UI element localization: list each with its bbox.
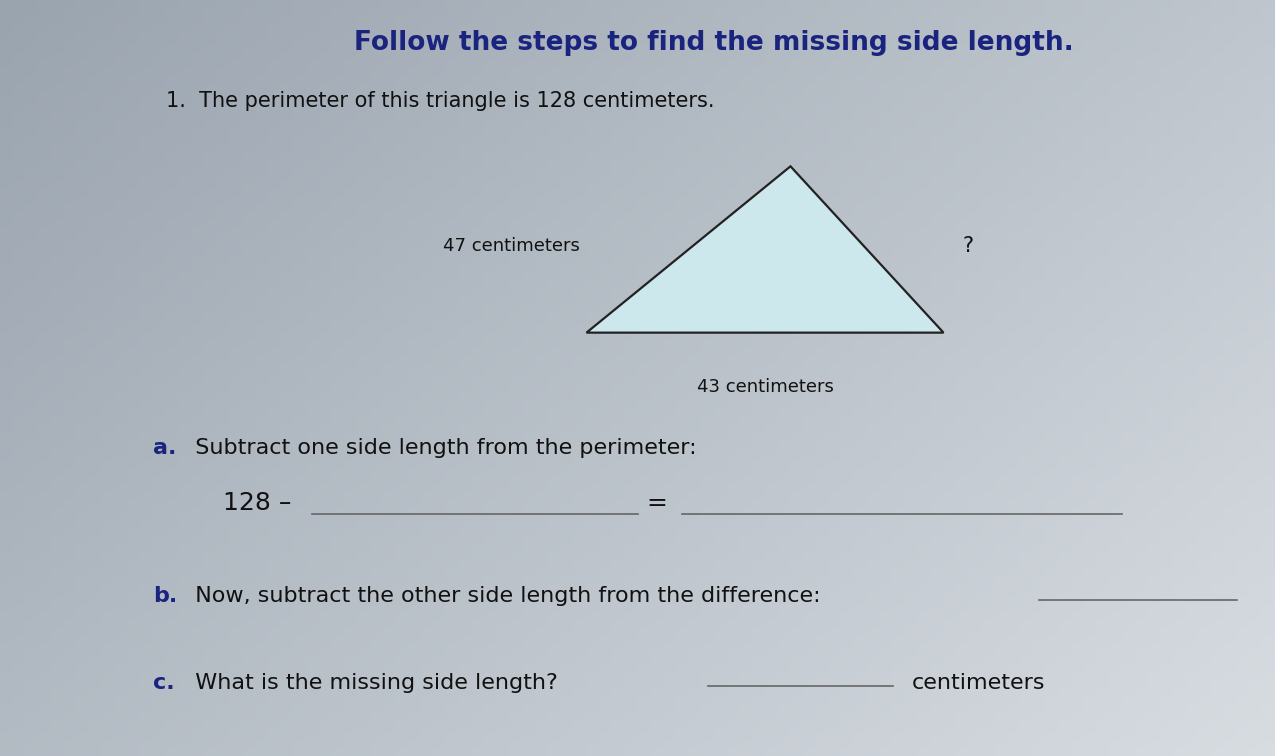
Text: 128 –: 128 – xyxy=(223,491,292,515)
Text: 43 centimeters: 43 centimeters xyxy=(696,378,834,396)
Text: 1.  The perimeter of this triangle is 128 centimeters.: 1. The perimeter of this triangle is 128… xyxy=(166,91,714,110)
Text: centimeters: centimeters xyxy=(912,673,1046,692)
Text: =: = xyxy=(646,491,667,515)
Polygon shape xyxy=(586,166,944,333)
Text: Follow the steps to find the missing side length.: Follow the steps to find the missing sid… xyxy=(354,30,1074,56)
Text: ?: ? xyxy=(963,236,974,256)
Text: b.: b. xyxy=(153,586,177,606)
Text: 47 centimeters: 47 centimeters xyxy=(444,237,580,255)
Text: Subtract one side length from the perimeter:: Subtract one side length from the perime… xyxy=(181,438,696,458)
Text: c.: c. xyxy=(153,673,175,692)
Text: What is the missing side length?: What is the missing side length? xyxy=(181,673,557,692)
Text: a.: a. xyxy=(153,438,176,458)
Text: Now, subtract the other side length from the difference:: Now, subtract the other side length from… xyxy=(181,586,821,606)
